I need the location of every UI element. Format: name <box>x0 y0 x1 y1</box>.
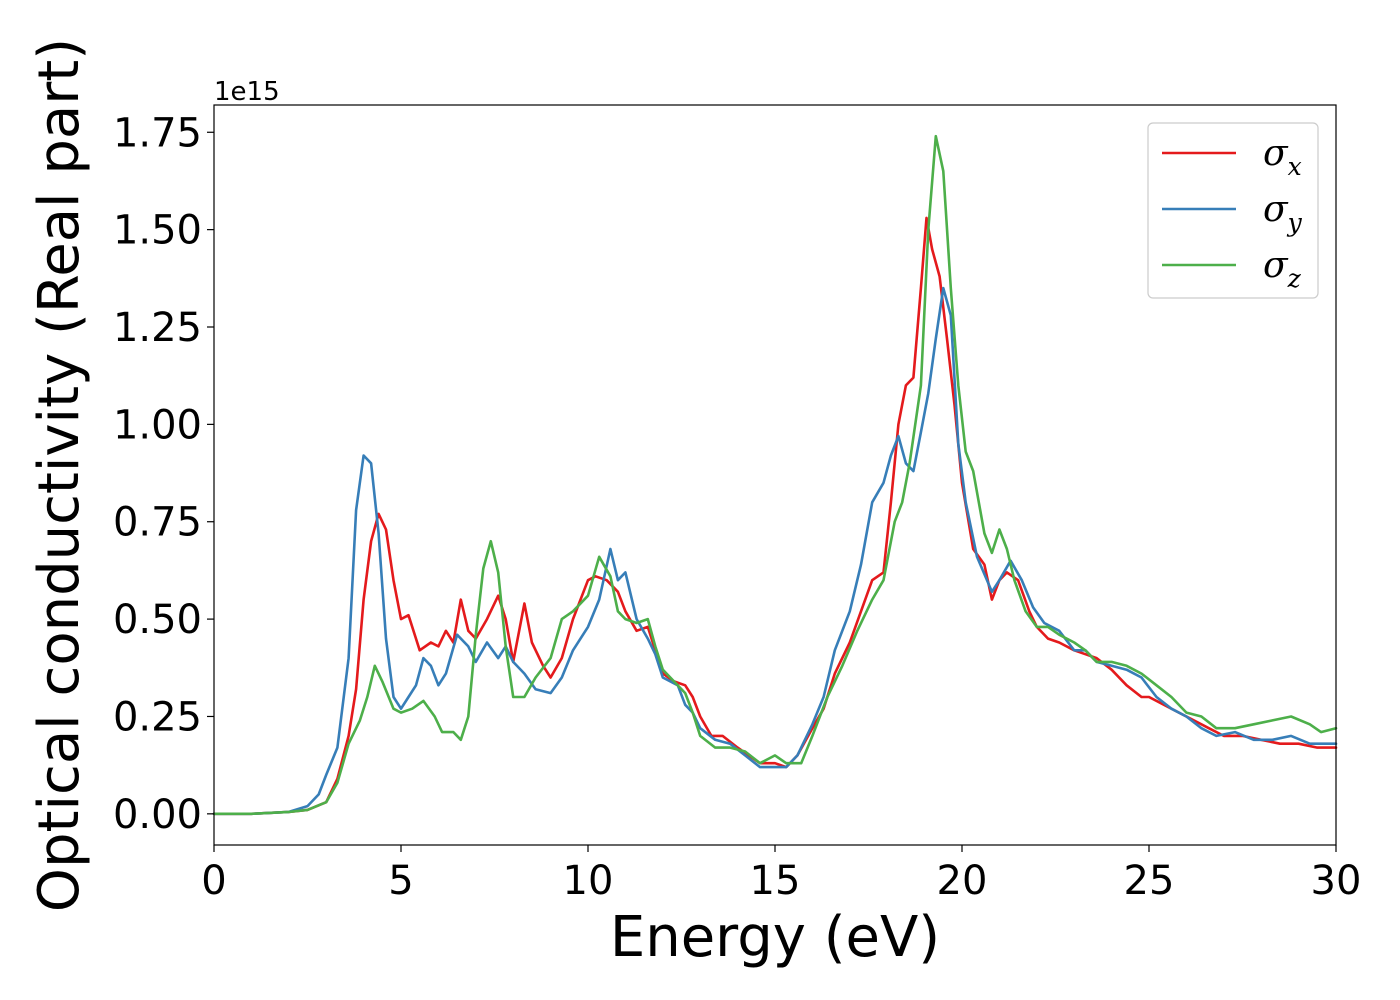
y-tick-label: 1.75 <box>113 110 202 156</box>
x-axis-ticks: 0 5 10 15 20 25 30 <box>201 845 1361 904</box>
series-line-z <box>212 134 1338 816</box>
x-tick-label: 5 <box>388 858 413 904</box>
series-layer <box>212 134 1338 816</box>
x-tick-label: 20 <box>937 858 988 904</box>
x-axis-label: Energy (eV) <box>610 905 940 970</box>
x-tick-label: 0 <box>201 858 226 904</box>
y-tick-label: 0.00 <box>113 792 202 838</box>
y-axis-offset-label: 1e15 <box>214 77 280 107</box>
legend-frame <box>1147 122 1319 299</box>
y-tick-label: 0.50 <box>113 597 202 643</box>
y-tick-label: 1.00 <box>113 402 202 448</box>
x-tick-label: 15 <box>750 858 801 904</box>
y-axis-label: Optical conductivity (Real part) <box>27 38 92 912</box>
y-tick-label: 1.50 <box>113 208 202 254</box>
x-tick-label: 25 <box>1124 858 1175 904</box>
x-tick-label: 10 <box>563 858 614 904</box>
y-tick-label: 0.25 <box>113 694 202 740</box>
x-tick-label: 30 <box>1311 858 1362 904</box>
y-tick-label: 0.75 <box>113 500 202 546</box>
y-tick-label: 1.25 <box>113 305 202 351</box>
y-axis-ticks: 0.00 0.25 0.50 0.75 1.00 1.25 1.50 1.75 <box>113 110 214 838</box>
